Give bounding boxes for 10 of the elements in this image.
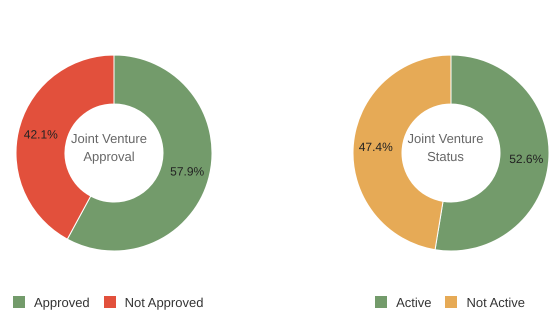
legend-label: Approved — [34, 294, 90, 310]
data-label: 47.4% — [358, 140, 393, 154]
legend-label: Not Active — [466, 294, 525, 310]
legend-label: Active — [396, 294, 432, 310]
data-label: 57.9% — [170, 164, 205, 179]
data-label: 42.1% — [24, 127, 58, 142]
legend-label: Not Approved — [124, 294, 204, 310]
text: Joint Venture Status — [406, 130, 484, 166]
data-label: 52.6% — [508, 152, 544, 166]
text: Joint Venture Approval — [70, 130, 148, 166]
